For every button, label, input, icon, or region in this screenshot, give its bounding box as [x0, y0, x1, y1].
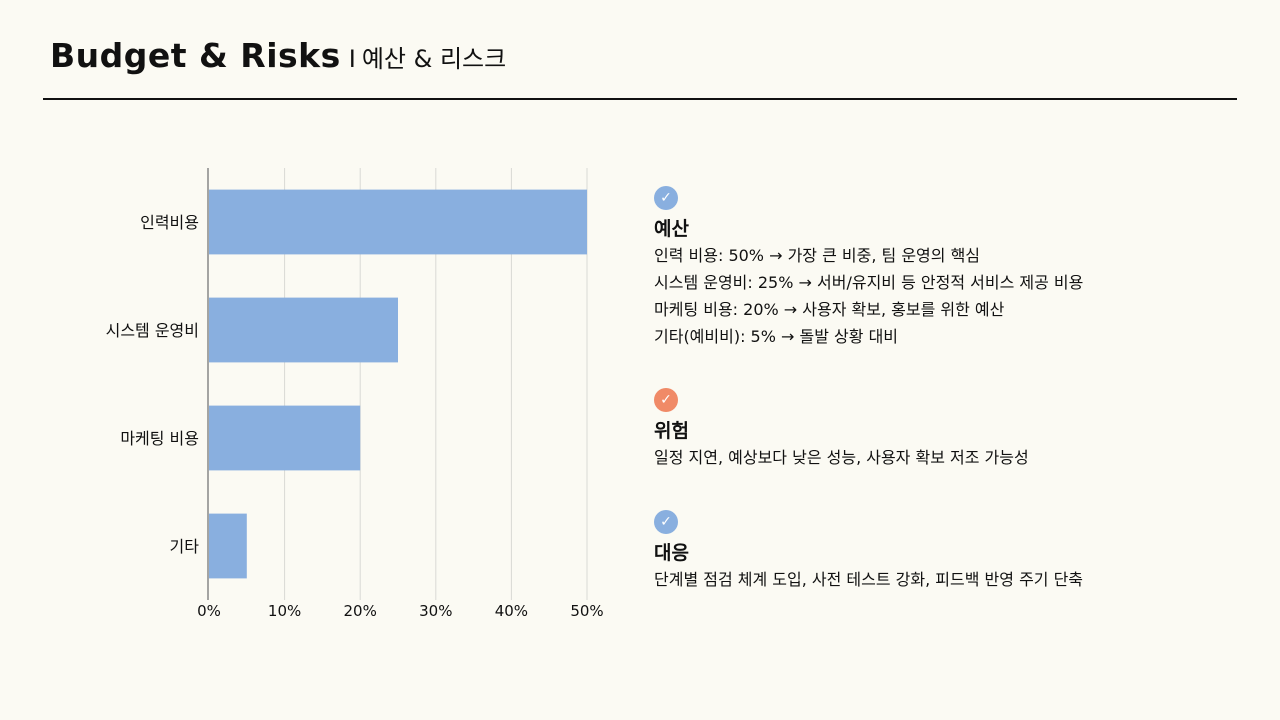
section-line: 인력 비용: 50% → 가장 큰 비중, 팀 운영의 핵심 — [654, 246, 981, 265]
section-title: 대응 — [654, 542, 689, 564]
y-category-label: 시스템 운영비 — [106, 321, 199, 340]
bar-3 — [209, 513, 247, 579]
x-tick-label: 0% — [197, 602, 221, 620]
bar-1 — [209, 297, 398, 363]
title-divider — [43, 98, 1237, 100]
section-title: 예산 — [654, 218, 689, 240]
section-line: 마케팅 비용: 20% → 사용자 확보, 홍보를 위한 예산 — [654, 300, 1005, 319]
x-tick-label: 20% — [344, 602, 377, 620]
title-english: Budget & Risks — [50, 36, 341, 75]
bar-2 — [209, 405, 361, 471]
bar-0 — [209, 189, 587, 255]
section-line: 시스템 운영비: 25% → 서버/유지비 등 안정적 서비스 제공 비용 — [654, 273, 1084, 292]
section-title: 위험 — [654, 420, 689, 442]
x-tick-label: 40% — [495, 602, 528, 620]
check-icon: ✓ — [654, 510, 678, 534]
x-tick-label: 10% — [268, 602, 301, 620]
title-separator: I — [348, 45, 356, 73]
y-category-label: 인력비용 — [140, 213, 199, 232]
y-category-label: 마케팅 비용 — [120, 429, 199, 448]
x-tick-label: 30% — [419, 602, 452, 620]
check-icon: ✓ — [654, 186, 678, 210]
check-icon: ✓ — [654, 388, 678, 412]
y-category-label: 기타 — [170, 537, 200, 556]
section-response: ✓ 대응 단계별 점검 체계 도입, 사전 테스트 강화, 피드백 반영 주기 … — [654, 510, 1083, 593]
page-title: Budget & Risks I 예산 & 리스크 — [50, 36, 506, 75]
section-line: 단계별 점검 체계 도입, 사전 테스트 강화, 피드백 반영 주기 단축 — [654, 570, 1084, 589]
section-line: 기타(예비비): 5% → 돌발 상황 대비 — [654, 327, 899, 346]
x-tick-label: 50% — [570, 602, 603, 620]
section-line: 일정 지연, 예상보다 낮은 성능, 사용자 확보 저조 가능성 — [654, 448, 1029, 467]
section-risk: ✓ 위험 일정 지연, 예상보다 낮은 성능, 사용자 확보 저조 가능성 — [654, 388, 1029, 471]
title-korean: 예산 & 리스크 — [361, 45, 507, 73]
section-budget: ✓ 예산 인력 비용: 50% → 가장 큰 비중, 팀 운영의 핵심 시스템 … — [654, 186, 1083, 350]
